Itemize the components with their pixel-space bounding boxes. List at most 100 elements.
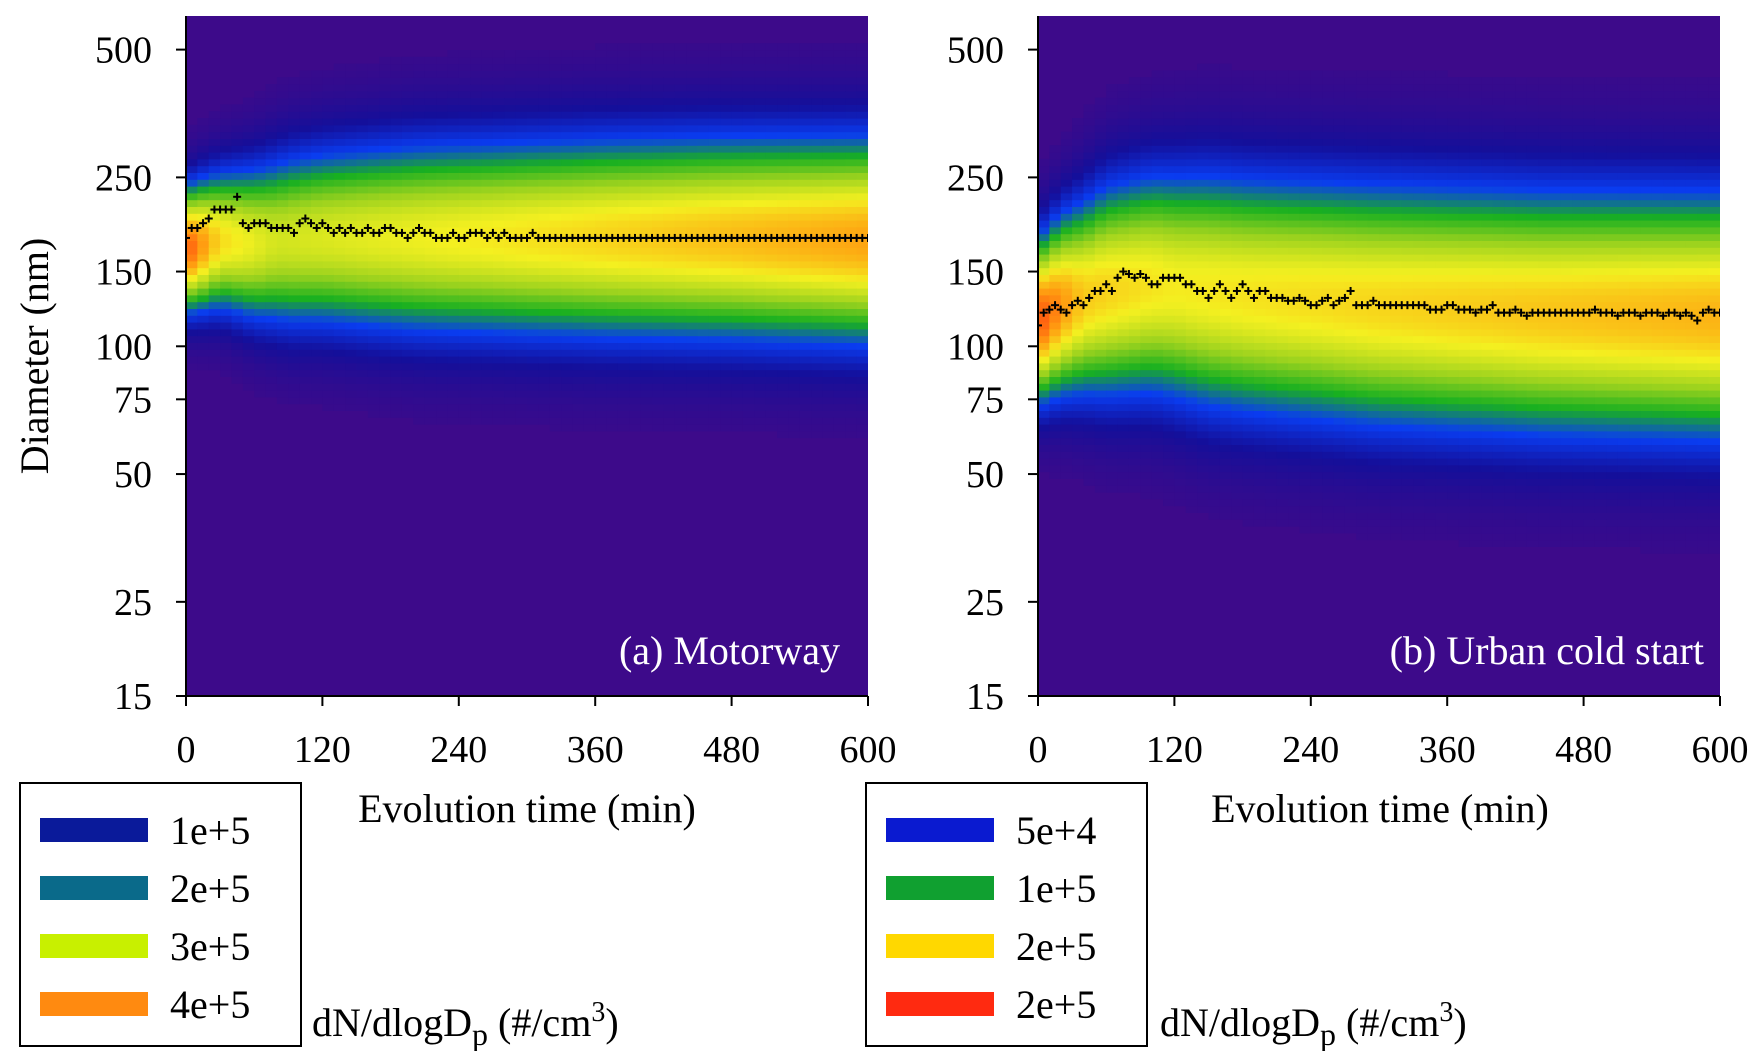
heatmap-cell <box>686 179 699 187</box>
heatmap-cell <box>538 356 551 364</box>
heatmap-cell <box>390 260 403 269</box>
heatmap-cell <box>1288 301 1301 309</box>
heatmap-cell <box>1288 315 1301 323</box>
heatmap-cell <box>481 70 494 78</box>
y-tick-label: 100 <box>95 326 152 368</box>
heatmap-cell <box>1083 383 1096 391</box>
heatmap-cell <box>1310 505 1323 513</box>
heatmap-cell <box>742 417 755 425</box>
heatmap-cell <box>345 165 358 173</box>
heatmap-cell <box>345 118 358 126</box>
heatmap-cell <box>742 424 755 432</box>
heatmap-cell <box>640 172 653 180</box>
heatmap-cell <box>1288 220 1301 228</box>
heatmap-cell <box>322 267 335 275</box>
heatmap-cell <box>811 70 824 78</box>
heatmap-cell <box>583 199 596 207</box>
heatmap-cell <box>799 396 812 405</box>
heatmap-cell <box>811 213 824 221</box>
heatmap-cell <box>754 410 767 418</box>
heatmap-cell <box>845 213 858 221</box>
heatmap-cell <box>1310 172 1323 180</box>
heatmap-cell <box>1197 444 1210 452</box>
heatmap-cell <box>208 362 221 371</box>
heatmap-cell <box>606 288 619 296</box>
heatmap-cell <box>1231 362 1244 371</box>
heatmap-cell <box>265 376 278 384</box>
heatmap-cell <box>697 376 710 384</box>
heatmap-cell <box>686 97 699 105</box>
heatmap-cell <box>572 267 585 275</box>
heatmap-cell <box>390 390 403 398</box>
heatmap-cell <box>1128 84 1141 92</box>
heatmap-cell <box>1231 111 1244 119</box>
heatmap-cell <box>629 56 642 65</box>
heatmap-cell <box>583 145 596 153</box>
heatmap-cell <box>345 356 358 364</box>
mode-marker <box>312 223 321 232</box>
heatmap-cell <box>1242 281 1255 289</box>
heatmap-cell <box>379 124 392 133</box>
heatmap-cell <box>1060 192 1073 201</box>
heatmap-cell <box>697 383 710 391</box>
heatmap-cell <box>1140 492 1153 500</box>
heatmap-cell <box>333 158 346 167</box>
heatmap-cell <box>538 247 551 255</box>
heatmap-cell <box>436 349 449 357</box>
heatmap-cell <box>1174 124 1187 133</box>
heatmap-cell <box>742 383 755 391</box>
y-tick-label: 250 <box>95 157 152 199</box>
heatmap-cell <box>822 274 835 282</box>
heatmap-cell <box>1106 471 1119 479</box>
heatmap-cell <box>720 417 733 425</box>
heatmap-cell <box>1322 111 1335 119</box>
heatmap-cell <box>401 247 414 255</box>
heatmap-cell <box>390 233 403 241</box>
heatmap-cell <box>731 50 744 58</box>
heatmap-cell <box>436 70 449 78</box>
heatmap-cell <box>1140 138 1153 146</box>
heatmap-cell <box>856 247 868 255</box>
heatmap-cell <box>481 124 494 133</box>
heatmap-cell <box>1288 213 1301 221</box>
heatmap-cell <box>1276 492 1289 500</box>
heatmap-cell <box>413 328 426 337</box>
heatmap-cell <box>765 97 778 105</box>
heatmap-cell <box>1083 281 1096 289</box>
heatmap-cell <box>390 281 403 289</box>
heatmap-cell <box>447 118 460 126</box>
heatmap-cell <box>333 260 346 269</box>
heatmap-cell <box>1310 145 1323 153</box>
heatmap-cell <box>686 274 699 282</box>
heatmap-cell <box>754 199 767 207</box>
heatmap-cell <box>720 226 733 235</box>
heatmap-cell <box>515 281 528 289</box>
heatmap-cell <box>1083 118 1096 126</box>
heatmap-cell <box>845 254 858 262</box>
heatmap-cell <box>697 43 710 51</box>
heatmap-cell <box>276 308 289 316</box>
heatmap-cell <box>413 192 426 201</box>
heatmap-cell <box>811 390 824 398</box>
heatmap-cell <box>1038 362 1050 371</box>
heatmap-cell <box>1276 335 1289 343</box>
heatmap-cell <box>470 172 483 180</box>
heatmap-cell <box>595 63 608 71</box>
heatmap-cell <box>1060 417 1073 425</box>
heatmap-cell <box>322 172 335 180</box>
heatmap-cell <box>583 294 596 303</box>
heatmap-cell <box>583 390 596 398</box>
heatmap-cell <box>1276 403 1289 411</box>
heatmap-cell <box>606 240 619 248</box>
heatmap-cell <box>606 179 619 187</box>
heatmap-cell <box>549 152 562 160</box>
heatmap-cell <box>1049 165 1062 173</box>
heatmap-cell <box>1219 240 1232 248</box>
heatmap-cell <box>538 403 551 411</box>
heatmap-cell <box>777 335 790 343</box>
heatmap-cell <box>1128 104 1141 112</box>
heatmap-cell <box>686 342 699 350</box>
heatmap-cell <box>1310 206 1323 214</box>
heatmap-cell <box>731 315 744 323</box>
heatmap-cell <box>1128 220 1141 228</box>
